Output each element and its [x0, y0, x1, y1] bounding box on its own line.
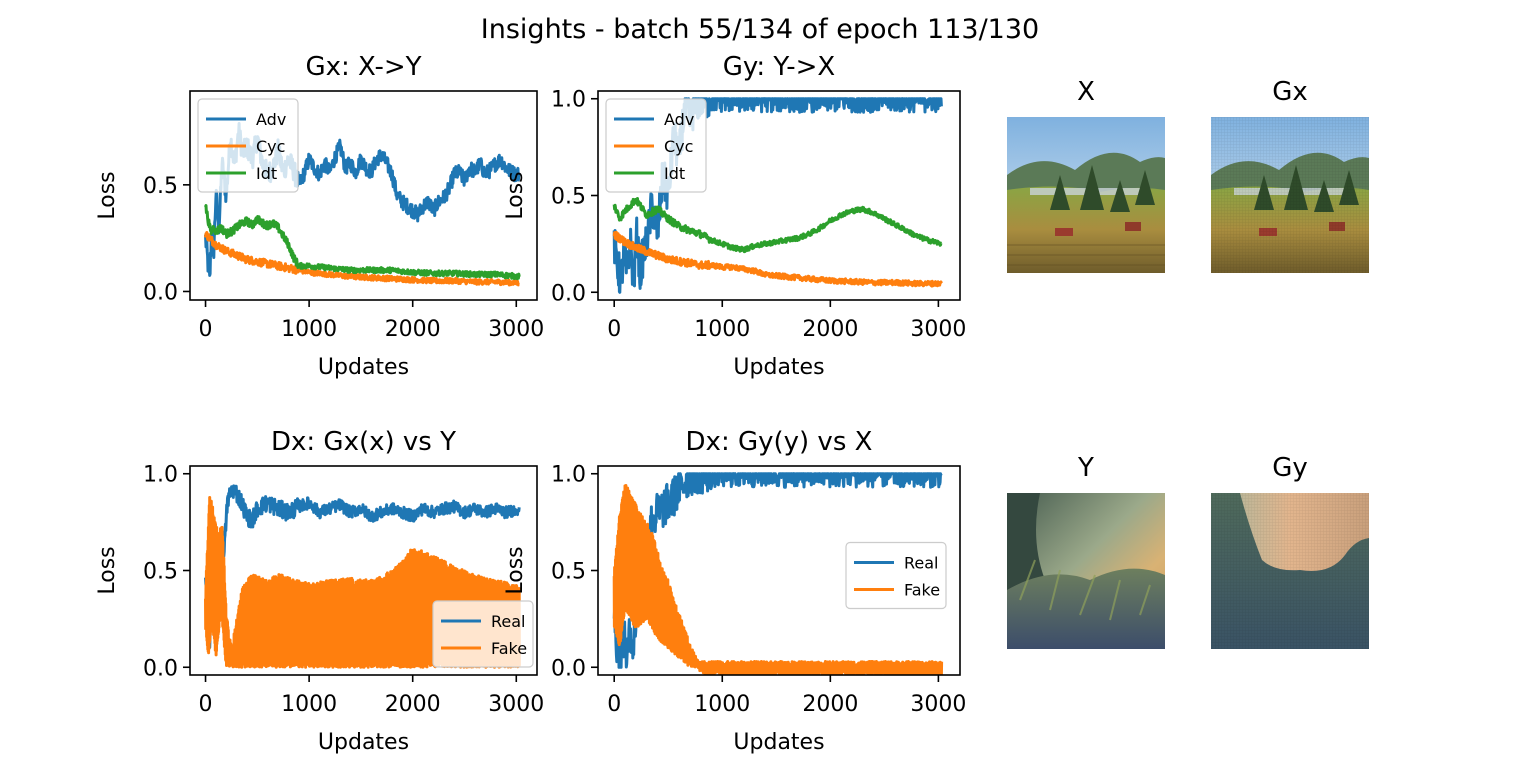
legend: Real Fake	[432, 600, 534, 668]
y-tick-label: 0.5	[143, 560, 178, 585]
image-title-gy: Gy	[1272, 453, 1308, 483]
y-tick-label: 0.5	[551, 185, 586, 210]
x-tick-label: 1000	[281, 317, 337, 342]
x-tick-label: 3000	[488, 317, 544, 342]
image-gx	[1211, 117, 1369, 273]
series-line-real	[204, 484, 521, 649]
x-axis-label: Updates	[318, 730, 409, 755]
chart-title: Gx: X->Y	[305, 52, 421, 82]
x-axis-label: Updates	[318, 355, 409, 380]
x-tick-label: 2000	[802, 692, 858, 717]
legend-label: Adv	[256, 110, 286, 129]
x-tick-label: 1000	[281, 692, 337, 717]
x-tick-label: 1000	[694, 317, 750, 342]
legend-label: Adv	[664, 110, 694, 129]
x-tick-label: 3000	[910, 317, 966, 342]
series-line-idt	[612, 197, 943, 254]
legend-label: Real	[491, 612, 526, 631]
dx-gy-vs-x-chart: Dx: Gy(y) vs X 0 1000 2000 3000 0.0 0.5 1.0 Upda…	[503, 427, 966, 755]
series-line-fake	[612, 484, 944, 675]
image-title-x: X	[1077, 77, 1095, 107]
x-tick-label: 0	[199, 317, 213, 342]
legend-label: Cyc	[664, 137, 693, 156]
y-tick-label: 1.0	[551, 463, 586, 488]
series-line-cyc	[612, 230, 943, 288]
gy-loss-chart: Gy: Y->X 0 1000 2000 3000 0.0 0.5 1.0 Updates Los…	[503, 52, 966, 380]
y-axis-label: Loss	[503, 546, 528, 594]
x-tick-label: 2000	[385, 317, 441, 342]
chart-title: Dx: Gy(y) vs X	[686, 427, 873, 457]
legend: Adv Cyc Idt	[197, 98, 299, 193]
legend-label: Idt	[664, 164, 685, 183]
chart-title: Dx: Gx(x) vs Y	[271, 427, 456, 457]
image-gy	[1211, 493, 1369, 649]
image-title-y: Y	[1077, 453, 1094, 483]
y-axis-label: Loss	[503, 171, 528, 219]
series-line-idt	[204, 204, 521, 281]
gx-loss-chart: Gx: X->Y 0 1000 2000 3000 0.0 0.5 Updates Loss Ad…	[95, 52, 544, 380]
x-tick-label: 0	[607, 692, 621, 717]
legend-label: Fake	[904, 581, 940, 600]
y-tick-label: 0.0	[143, 656, 178, 681]
image-title-gx: Gx	[1272, 77, 1308, 107]
x-tick-label: 3000	[910, 692, 966, 717]
y-axis-label: Loss	[95, 171, 120, 219]
x-tick-label: 2000	[802, 317, 858, 342]
x-axis-label: Updates	[733, 730, 824, 755]
x-tick-label: 0	[199, 692, 213, 717]
legend-label: Fake	[491, 639, 527, 658]
x-tick-label: 3000	[488, 692, 544, 717]
legend: Real Fake	[845, 541, 947, 610]
y-tick-label: 1.0	[551, 88, 586, 113]
y-tick-label: 0.5	[551, 560, 586, 585]
figure-suptitle: Insights - batch 55/134 of epoch 113/130	[481, 14, 1039, 45]
x-tick-label: 1000	[694, 692, 750, 717]
image-y	[1007, 493, 1165, 649]
x-tick-label: 2000	[385, 692, 441, 717]
x-axis-label: Updates	[733, 355, 824, 380]
series-line-real	[612, 472, 943, 669]
y-tick-label: 0.0	[551, 281, 586, 306]
dx-gx-vs-y-chart: Dx: Gx(x) vs Y 0 1000 2000 3000 0.0 0.5 1.0 Upda…	[95, 427, 544, 755]
legend: Adv Cyc Idt	[605, 98, 707, 193]
legend-label: Real	[904, 554, 939, 573]
y-axis-label: Loss	[95, 546, 120, 594]
axes-frame	[189, 90, 538, 301]
legend-label: Idt	[256, 164, 277, 183]
y-tick-label: 0.5	[143, 174, 178, 199]
series-line-cyc	[204, 231, 521, 287]
y-tick-label: 1.0	[143, 463, 178, 488]
x-tick-label: 0	[607, 317, 621, 342]
y-tick-label: 0.0	[551, 656, 586, 681]
legend-label: Cyc	[256, 137, 285, 156]
chart-title: Gy: Y->X	[723, 52, 835, 82]
image-x	[1007, 117, 1165, 273]
y-tick-label: 0.0	[143, 280, 178, 305]
